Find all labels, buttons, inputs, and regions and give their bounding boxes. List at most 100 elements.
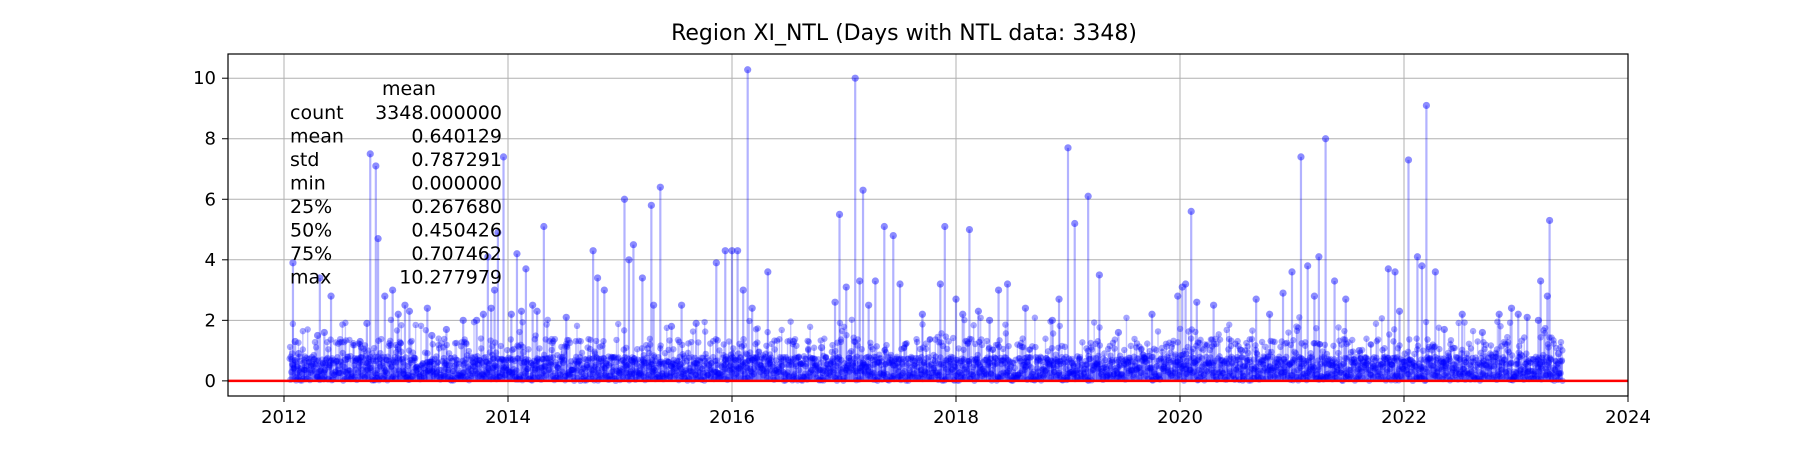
data-point — [301, 353, 308, 360]
data-point — [334, 366, 342, 374]
data-point — [451, 340, 459, 347]
data-point — [708, 360, 715, 367]
data-point — [579, 370, 586, 378]
data-point — [346, 336, 353, 344]
data-point — [430, 372, 437, 380]
data-point — [432, 370, 440, 377]
data-point — [634, 346, 641, 353]
data-point — [435, 335, 442, 342]
data-point — [318, 362, 325, 369]
data-point — [626, 370, 633, 378]
data-point — [545, 355, 552, 362]
data-point — [336, 339, 343, 346]
data-point — [509, 371, 516, 378]
data-point — [559, 353, 566, 361]
data-point — [319, 359, 327, 367]
data-point — [507, 336, 515, 343]
data-point — [547, 361, 555, 368]
data-point — [335, 369, 342, 377]
data-point — [500, 356, 508, 364]
data-point — [416, 373, 423, 381]
data-point — [738, 360, 746, 367]
data-point — [464, 367, 471, 375]
data-point — [651, 367, 659, 374]
data-point — [650, 364, 658, 372]
data-point — [481, 362, 488, 369]
data-point — [332, 339, 339, 346]
data-point — [692, 371, 700, 379]
data-point — [335, 369, 343, 376]
data-point — [611, 353, 619, 361]
data-point — [303, 362, 310, 370]
data-point — [483, 359, 491, 366]
data-point — [290, 365, 297, 372]
data-point — [751, 358, 759, 365]
data-point — [558, 355, 566, 363]
data-point — [724, 355, 731, 362]
data-point — [306, 366, 314, 374]
data-point — [729, 350, 737, 357]
data-point — [355, 356, 362, 364]
data-point — [529, 371, 537, 379]
data-point — [381, 368, 389, 375]
data-point — [664, 372, 671, 380]
data-point — [623, 362, 631, 369]
data-point — [542, 336, 549, 343]
data-point — [457, 343, 465, 350]
data-point — [698, 354, 705, 361]
data-point — [618, 358, 625, 365]
data-point — [311, 338, 319, 346]
data-point — [806, 323, 814, 331]
data-point — [484, 370, 491, 377]
data-point — [736, 365, 744, 372]
data-point — [380, 364, 387, 372]
data-point — [735, 350, 742, 357]
data-point — [428, 358, 435, 365]
data-point — [313, 373, 321, 381]
data-point — [620, 327, 628, 334]
data-point — [574, 374, 581, 382]
data-point — [327, 359, 334, 366]
data-point — [499, 356, 506, 363]
data-point — [632, 357, 639, 364]
data-point — [336, 335, 344, 343]
data-point — [922, 345, 930, 353]
data-point — [570, 366, 577, 374]
data-point — [613, 367, 620, 374]
data-point — [706, 361, 713, 368]
data-point — [701, 328, 709, 335]
data-point — [426, 366, 433, 374]
data-point — [364, 360, 371, 367]
data-point — [536, 345, 543, 352]
data-point — [318, 356, 326, 363]
data-point — [739, 367, 747, 375]
data-point — [688, 372, 695, 379]
data-point — [357, 344, 365, 351]
background-markers-layer — [286, 314, 1566, 385]
data-point — [621, 359, 628, 366]
data-point — [690, 359, 698, 367]
data-point — [431, 365, 438, 372]
data-point — [307, 362, 315, 369]
data-point — [477, 357, 484, 364]
data-point — [445, 350, 453, 357]
data-point — [597, 371, 604, 379]
data-point — [754, 339, 761, 346]
data-point — [633, 368, 640, 375]
data-point — [703, 354, 711, 361]
data-point — [401, 374, 409, 382]
data-point — [641, 359, 648, 367]
data-point — [721, 362, 728, 369]
data-point — [575, 357, 583, 364]
data-point — [429, 356, 436, 363]
data-point — [328, 356, 335, 364]
data-point — [506, 369, 513, 376]
data-point — [436, 366, 443, 373]
data-point — [431, 355, 439, 363]
data-point — [667, 369, 675, 377]
data-point — [668, 362, 675, 370]
data-point — [512, 374, 519, 381]
data-point — [473, 356, 480, 363]
data-point — [680, 353, 688, 360]
data-point — [289, 361, 296, 368]
